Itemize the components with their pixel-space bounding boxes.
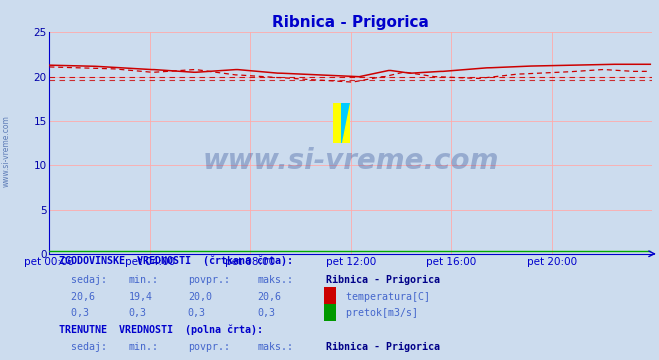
Text: 20,0: 20,0 [188,292,212,302]
Text: maks.:: maks.: [257,275,293,285]
Text: 20,6: 20,6 [59,292,96,302]
Text: TRENUTNE  VREDNOSTI  (polna črta):: TRENUTNE VREDNOSTI (polna črta): [59,324,264,335]
Text: pretok[m3/s]: pretok[m3/s] [340,308,418,318]
Bar [333,103,341,143]
Text: min.:: min.: [129,275,159,285]
Polygon shape [341,103,351,143]
Text: sedaj:: sedaj: [59,275,107,285]
Text: povpr.:: povpr.: [188,275,230,285]
Text: 20,6: 20,6 [257,292,281,302]
Text: ZGODOVINSKE  VREDNOSTI  (črtkana črta):: ZGODOVINSKE VREDNOSTI (črtkana črta): [59,255,293,266]
Text: min.:: min.: [129,342,159,352]
Text: www.si-vreme.com: www.si-vreme.com [2,115,11,187]
Text: temperatura[C]: temperatura[C] [340,292,430,302]
Text: 0,3: 0,3 [129,308,146,318]
Text: sedaj:: sedaj: [59,342,107,352]
Text: 0,3: 0,3 [188,308,206,318]
Text: Ribnica - Prigorica: Ribnica - Prigorica [326,342,440,352]
Text: 0,3: 0,3 [257,308,275,318]
Title: Ribnica - Prigorica: Ribnica - Prigorica [272,15,430,30]
Text: www.si-vreme.com: www.si-vreme.com [203,147,499,175]
Text: maks.:: maks.: [257,342,293,352]
Text: 19,4: 19,4 [129,292,152,302]
Bar [341,123,351,143]
Polygon shape [341,103,351,143]
Text: povpr.:: povpr.: [188,342,230,352]
Text: Ribnica - Prigorica: Ribnica - Prigorica [326,275,440,285]
Text: 0,3: 0,3 [59,308,90,318]
Bar [341,103,351,123]
